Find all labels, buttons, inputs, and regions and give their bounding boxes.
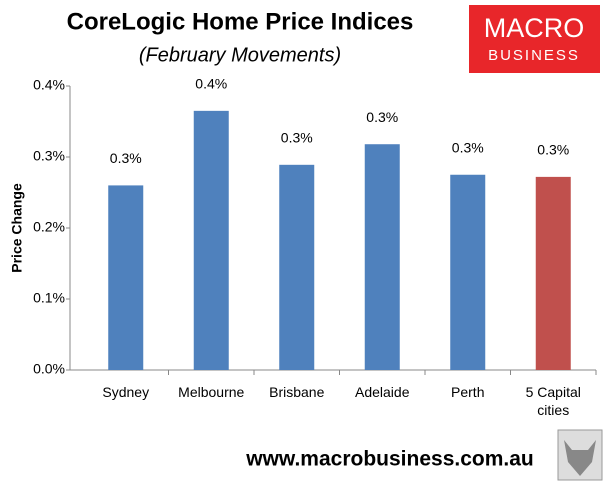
logo-text: BUSINESS xyxy=(488,47,580,64)
x-tick-label: Sydney xyxy=(102,384,150,400)
x-tick-label: Brisbane xyxy=(269,384,325,400)
bar xyxy=(535,176,571,370)
bar xyxy=(364,144,400,370)
value-label: 0.4% xyxy=(195,76,227,92)
logo-text: MACRO xyxy=(484,13,585,43)
bar xyxy=(108,185,144,370)
y-tick-label: 0.0% xyxy=(33,361,65,377)
bar xyxy=(279,164,315,370)
y-tick-label: 0.4% xyxy=(33,77,65,93)
value-label: 0.3% xyxy=(281,130,313,146)
value-label: 0.3% xyxy=(452,139,484,155)
x-tick-label: Perth xyxy=(451,384,485,400)
chart-subtitle: (February Movements) xyxy=(139,44,341,66)
bar xyxy=(193,110,229,370)
value-label: 0.3% xyxy=(366,109,398,125)
x-tick-label: Melbourne xyxy=(178,384,245,400)
y-axis-label: Price Change xyxy=(9,183,25,273)
wolf-icon xyxy=(557,429,603,481)
x-tick-label: Adelaide xyxy=(355,384,410,400)
y-tick-label: 0.3% xyxy=(33,148,65,164)
footer-url: www.macrobusiness.com.au xyxy=(245,448,533,471)
y-tick-label: 0.2% xyxy=(33,219,65,235)
logo-box xyxy=(469,5,600,73)
y-tick-label: 0.1% xyxy=(33,290,65,306)
value-label: 0.3% xyxy=(110,150,142,166)
bar xyxy=(450,174,486,370)
chart-title: CoreLogic Home Price Indices xyxy=(67,8,414,35)
x-tick-label: 5 Capital cities xyxy=(525,384,581,418)
value-label: 0.3% xyxy=(537,142,569,158)
